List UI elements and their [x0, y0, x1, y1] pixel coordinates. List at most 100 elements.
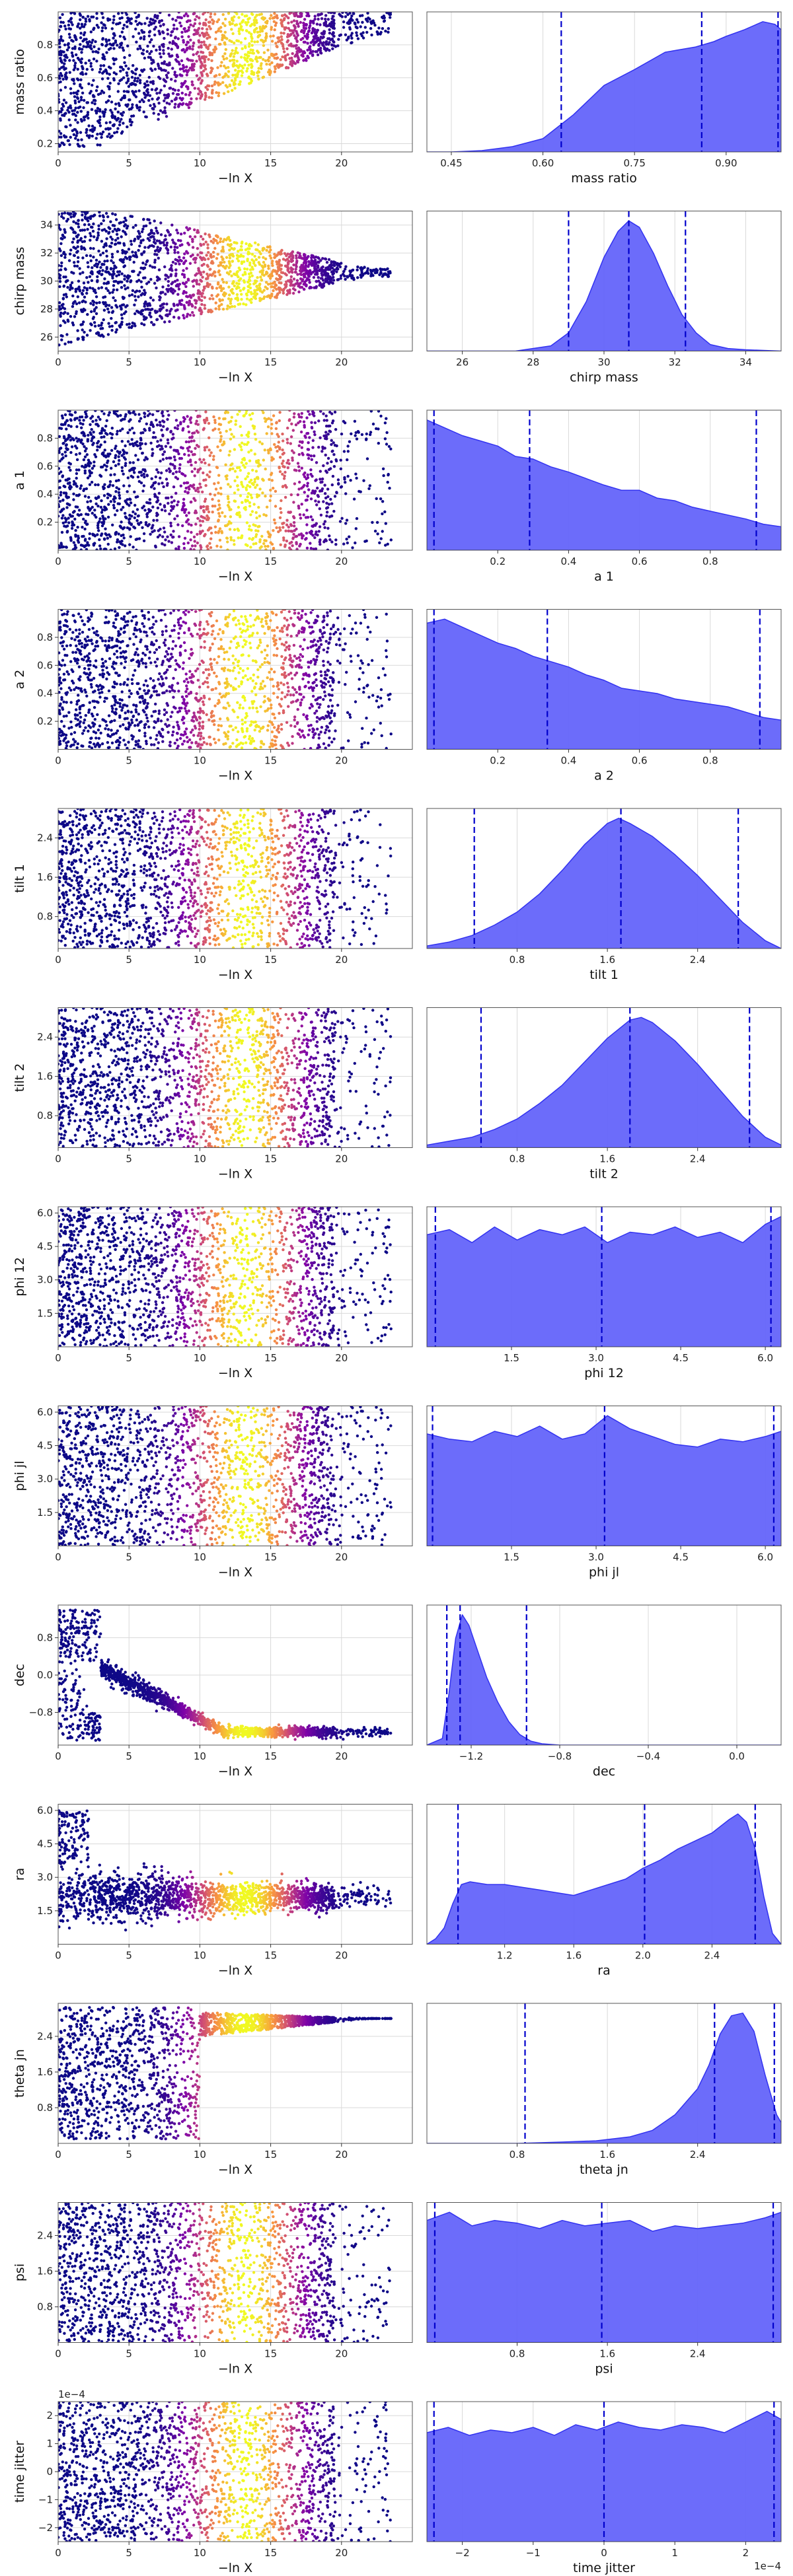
trace-sample-point — [296, 60, 299, 64]
trace-sample-point — [248, 268, 252, 271]
trace-sample-point — [240, 245, 243, 248]
trace-sample-point — [93, 289, 96, 293]
trace-sample-point — [91, 419, 94, 423]
trace-sample-point — [248, 537, 251, 540]
trace-sample-point — [190, 470, 194, 474]
trace-sample-point — [103, 440, 106, 444]
trace-sample-point — [196, 423, 200, 426]
trace-sample-point — [332, 269, 336, 273]
trace-sample-point — [240, 293, 243, 296]
trace-sample-point — [274, 283, 278, 287]
trace-sample-point — [327, 274, 330, 278]
trace-sample-point — [223, 41, 226, 45]
trace-sample-point — [59, 204, 62, 207]
trace-sample-point — [63, 67, 66, 71]
trace-sample-point — [176, 238, 180, 242]
trace-sample-point — [101, 38, 104, 41]
trace-sample-point — [118, 34, 122, 38]
trace-sample-point — [177, 452, 180, 456]
trace-sample-point — [178, 16, 182, 19]
trace-sample-point — [292, 451, 295, 454]
trace-sample-point — [252, 295, 256, 299]
trace-sample-point — [286, 39, 290, 42]
trace-sample-point — [154, 311, 157, 314]
trace-sample-point — [71, 323, 75, 327]
trace-sample-point — [208, 84, 211, 88]
trace-sample-point — [204, 18, 208, 22]
trace-sample-point — [76, 25, 79, 28]
trace-sample-point — [129, 535, 132, 538]
trace-sample-point — [282, 291, 285, 295]
trace-sample-point — [79, 60, 83, 63]
trace-sample-point — [300, 54, 303, 57]
trace-sample-point — [313, 430, 316, 433]
trace-sample-point — [221, 55, 225, 58]
trace-sample-point — [217, 531, 220, 534]
trace-sample-point — [266, 287, 269, 291]
trace-sample-point — [188, 295, 192, 299]
trace-sample-point — [142, 484, 146, 487]
trace-sample-point — [119, 413, 122, 417]
trace-sample-point — [219, 431, 222, 435]
trace-sample-point — [60, 215, 63, 218]
trace-sample-point — [93, 102, 96, 106]
trace-sample-point — [287, 525, 290, 529]
trace-sample-point — [63, 24, 67, 28]
trace-sample-point — [229, 264, 232, 268]
trace-sample-point — [125, 81, 128, 85]
trace-sample-point — [174, 491, 178, 495]
trace-sample-point — [168, 63, 171, 67]
trace-sample-point — [243, 466, 246, 469]
trace-sample-point — [126, 125, 129, 129]
trace-sample-point — [252, 260, 256, 263]
trace-sample-point — [193, 256, 196, 260]
trace-sample-point — [276, 449, 279, 453]
trace-sample-point — [69, 135, 72, 139]
trace-sample-point — [218, 538, 222, 542]
trace-sample-point — [274, 445, 278, 449]
trace-sample-point — [248, 505, 252, 508]
trace-sample-point — [154, 26, 157, 29]
trace-sample-point — [285, 523, 289, 526]
trace-sample-point — [98, 260, 101, 264]
trace-sample-point — [330, 443, 333, 447]
trace-sample-point — [279, 507, 282, 511]
trace-sample-point — [182, 416, 186, 419]
trace-sample-point — [59, 242, 63, 245]
trace-sample-point — [213, 525, 217, 528]
trace-sample-point — [131, 476, 135, 479]
trace-sample-point — [123, 417, 126, 421]
trace-sample-point — [262, 411, 265, 414]
trace-sample-point — [221, 240, 225, 243]
trace-sample-point — [91, 15, 95, 18]
trace-sample-point — [241, 240, 244, 244]
trace-sample-point — [93, 235, 96, 238]
trace-sample-point — [116, 236, 120, 240]
trace-sample-point — [302, 283, 305, 286]
trace-sample-point — [298, 252, 301, 255]
trace-sample-point — [105, 464, 108, 468]
trace-sample-point — [227, 272, 231, 276]
trace-sample-point — [100, 263, 104, 266]
trace-sample-point — [204, 240, 208, 244]
trace-sample-point — [151, 97, 154, 101]
trace-sample-point — [180, 48, 184, 52]
trace-sample-point — [134, 68, 137, 71]
trace-sample-point — [263, 265, 267, 268]
trace-sample-point — [244, 20, 247, 24]
trace-sample-point — [221, 34, 224, 37]
trace-sample-point — [152, 244, 155, 248]
trace-sample-point — [191, 44, 195, 48]
trace-sample-point — [67, 410, 70, 412]
trace-sample-point — [375, 269, 379, 272]
trace-sample-point — [258, 30, 262, 33]
trace-sample-point — [324, 469, 328, 473]
trace-sample-point — [253, 480, 256, 483]
trace-sample-point — [270, 54, 274, 57]
trace-sample-point — [137, 248, 140, 252]
trace-sample-point — [87, 219, 90, 223]
trace-sample-point — [102, 301, 105, 304]
trace-sample-point — [62, 312, 65, 315]
trace-sample-point — [58, 499, 62, 503]
trace-sample-point — [289, 12, 293, 15]
